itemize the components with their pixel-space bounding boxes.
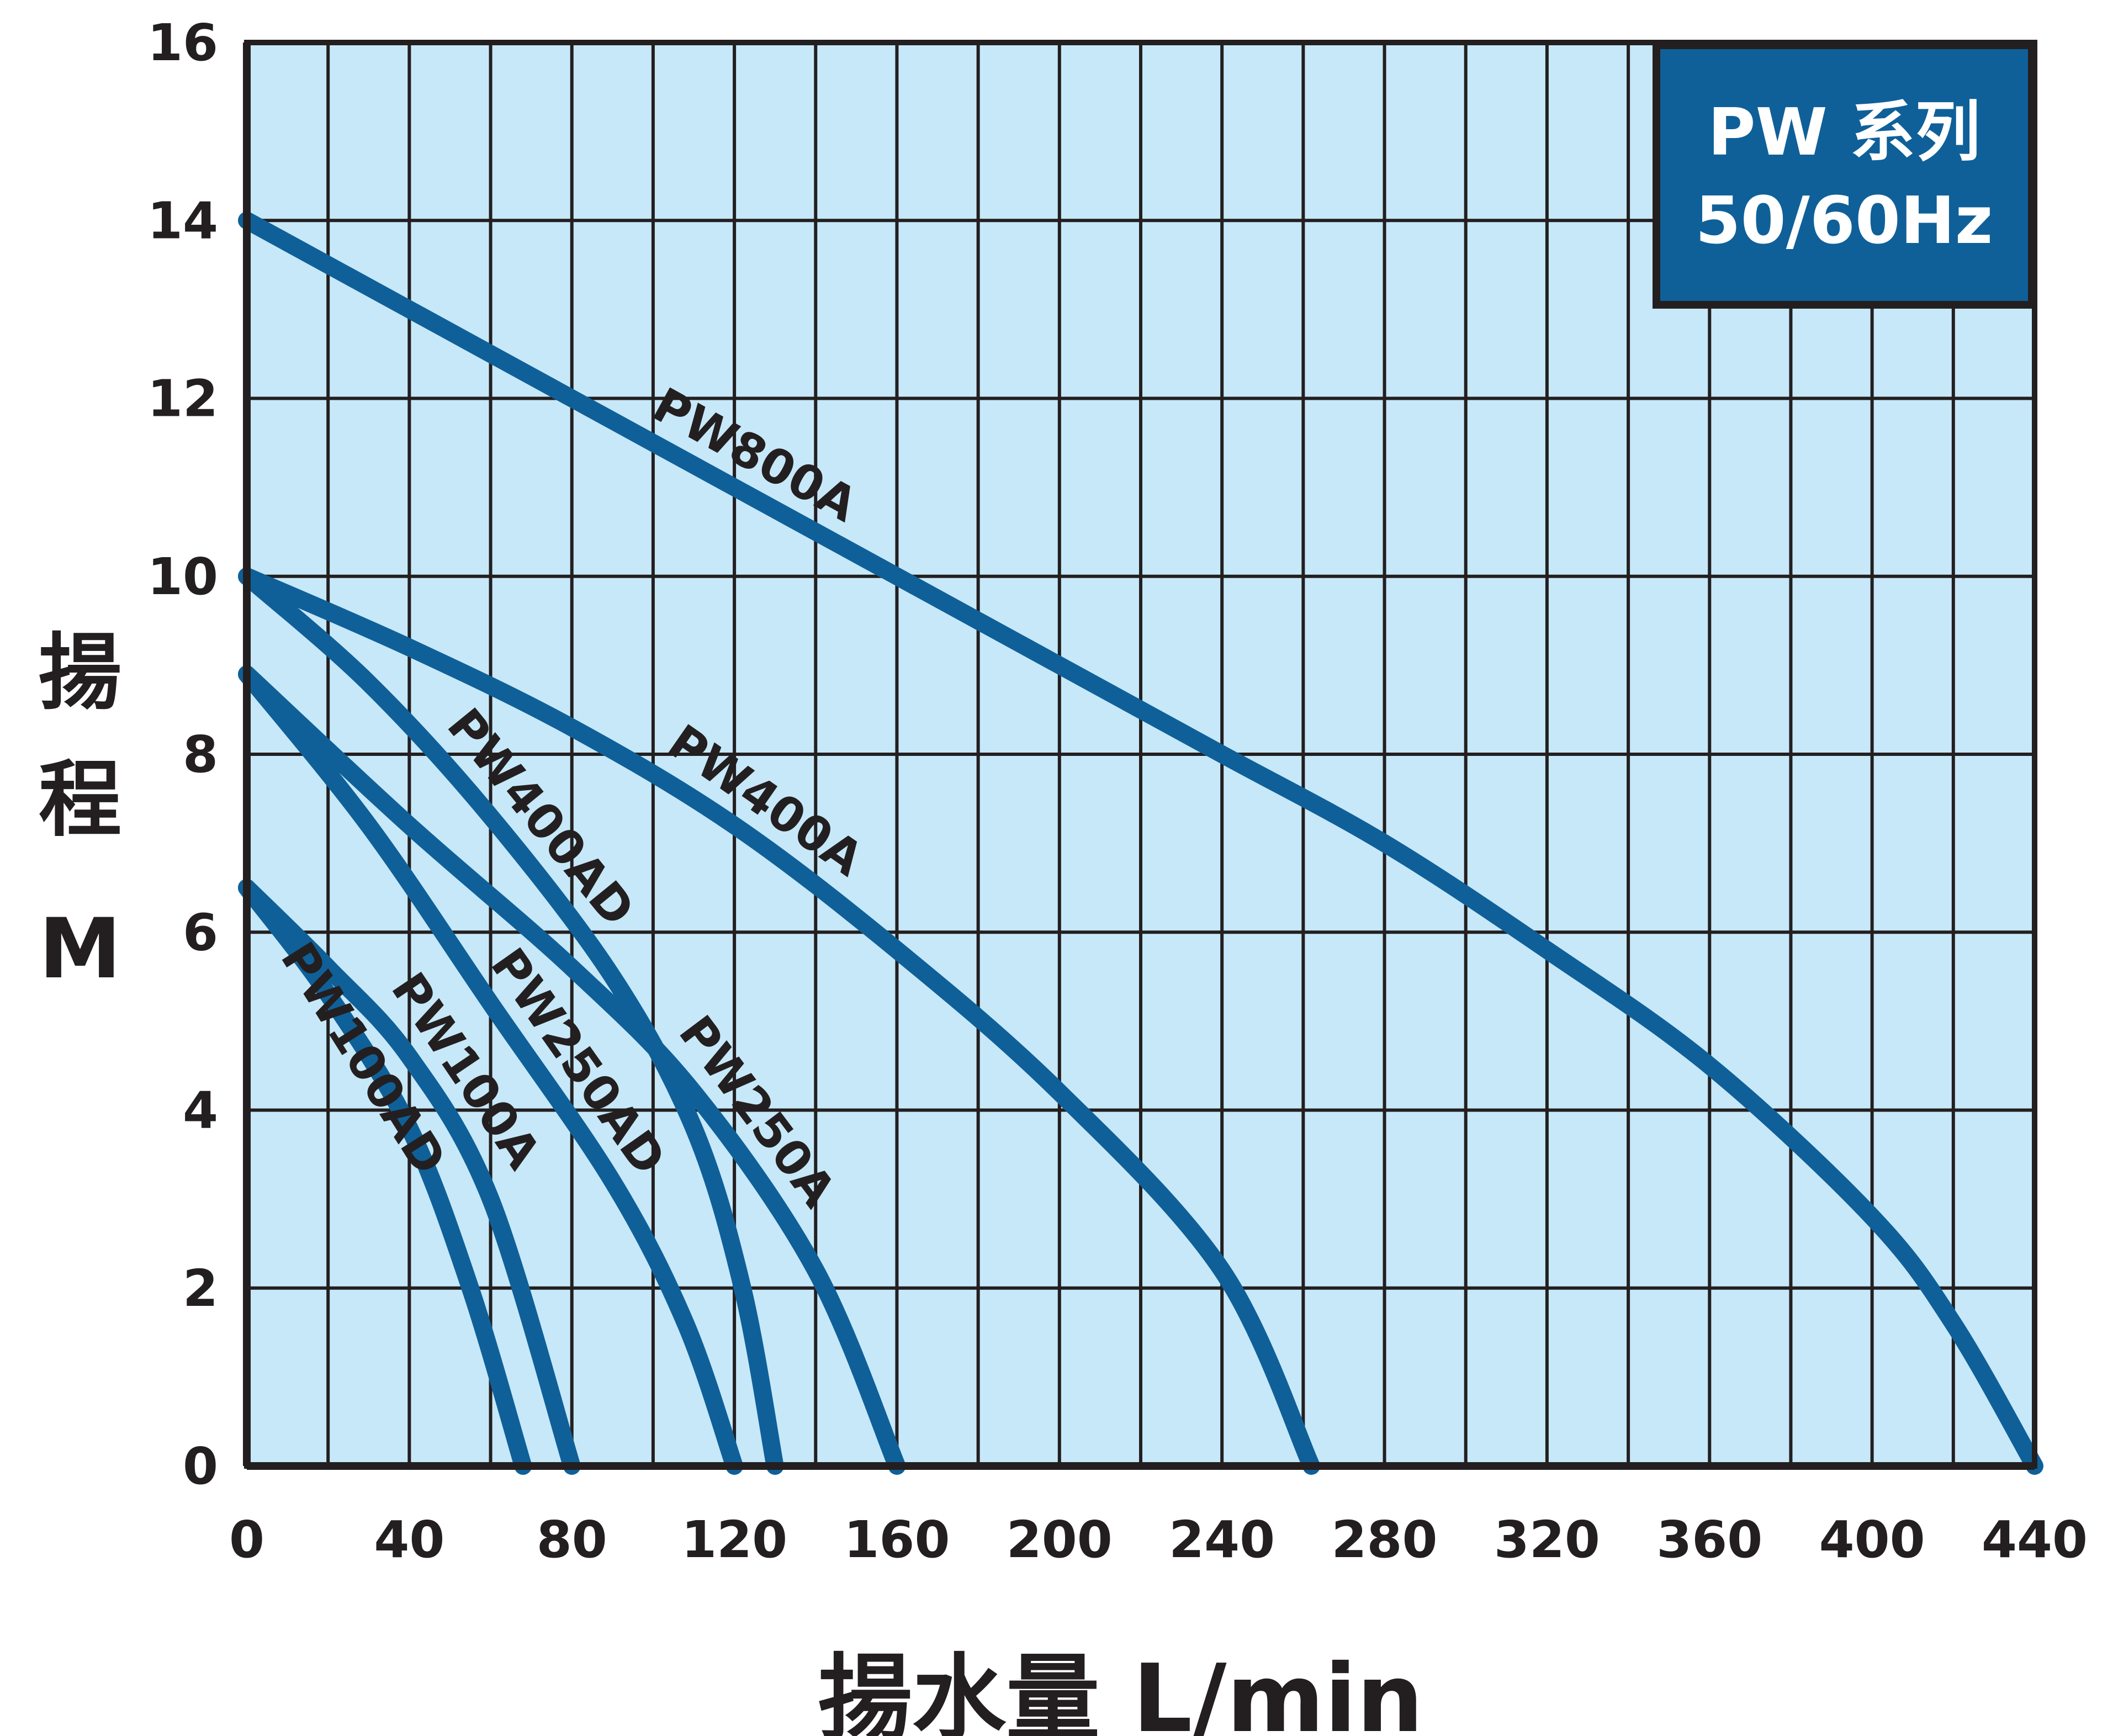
y-tick-label: 4 — [183, 1081, 218, 1140]
x-axis-title: 揚水量 L/min — [818, 1644, 1423, 1736]
series-pw100ad-curve — [238, 878, 532, 1475]
series-pw250ad-curve — [238, 665, 744, 1475]
series-pw100a-curve — [238, 878, 581, 1475]
x-tick-label: 360 — [1656, 1510, 1762, 1569]
series-pw400ad-curve — [238, 567, 784, 1475]
y-axis-title-line3: M — [39, 901, 121, 997]
x-tick-label: 0 — [229, 1510, 264, 1569]
y-tick-label: 12 — [147, 369, 218, 428]
series-pw800a-curve — [238, 211, 2043, 1475]
x-tick-label: 440 — [1982, 1510, 2088, 1569]
y-tick-label: 0 — [183, 1437, 218, 1496]
x-tick-label: 160 — [844, 1510, 950, 1569]
y-tick-labels: 0 2 4 6 8 10 12 14 16 — [147, 13, 218, 1496]
legend-box-background — [1653, 41, 2036, 309]
y-axis-title-line2: 程 — [39, 752, 121, 848]
y-tick-label: 10 — [147, 547, 218, 606]
x-tick-label: 80 — [537, 1510, 607, 1569]
y-tick-label: 8 — [183, 725, 218, 784]
x-tick-labels: 0 40 80 120 160 200 240 280 320 360 400 440 — [229, 1510, 2088, 1569]
x-tick-label: 240 — [1169, 1510, 1275, 1569]
series-pw250a-curve — [238, 665, 906, 1475]
y-axis-title-line1: 揚 — [39, 625, 121, 721]
legend-box-line1: PW 系列 — [1708, 94, 1980, 170]
y-tick-label: 6 — [183, 903, 218, 962]
legend-box-line2: 50/60Hz — [1696, 182, 1993, 258]
x-tick-label: 280 — [1332, 1510, 1438, 1569]
y-tick-label: 16 — [147, 13, 218, 72]
x-tick-label: 400 — [1819, 1510, 1925, 1569]
x-tick-label: 320 — [1494, 1510, 1600, 1569]
curves — [238, 211, 2043, 1475]
x-tick-label: 40 — [374, 1510, 444, 1569]
legend-box: PW 系列 50/60Hz — [1653, 41, 2036, 309]
series-pw400a-curve — [238, 567, 1321, 1475]
y-axis-title: 揚 程 M — [39, 625, 121, 997]
x-tick-label: 120 — [681, 1510, 787, 1569]
y-tick-label: 14 — [147, 191, 218, 250]
x-tick-label: 200 — [1007, 1510, 1113, 1569]
y-tick-label: 2 — [183, 1259, 218, 1318]
